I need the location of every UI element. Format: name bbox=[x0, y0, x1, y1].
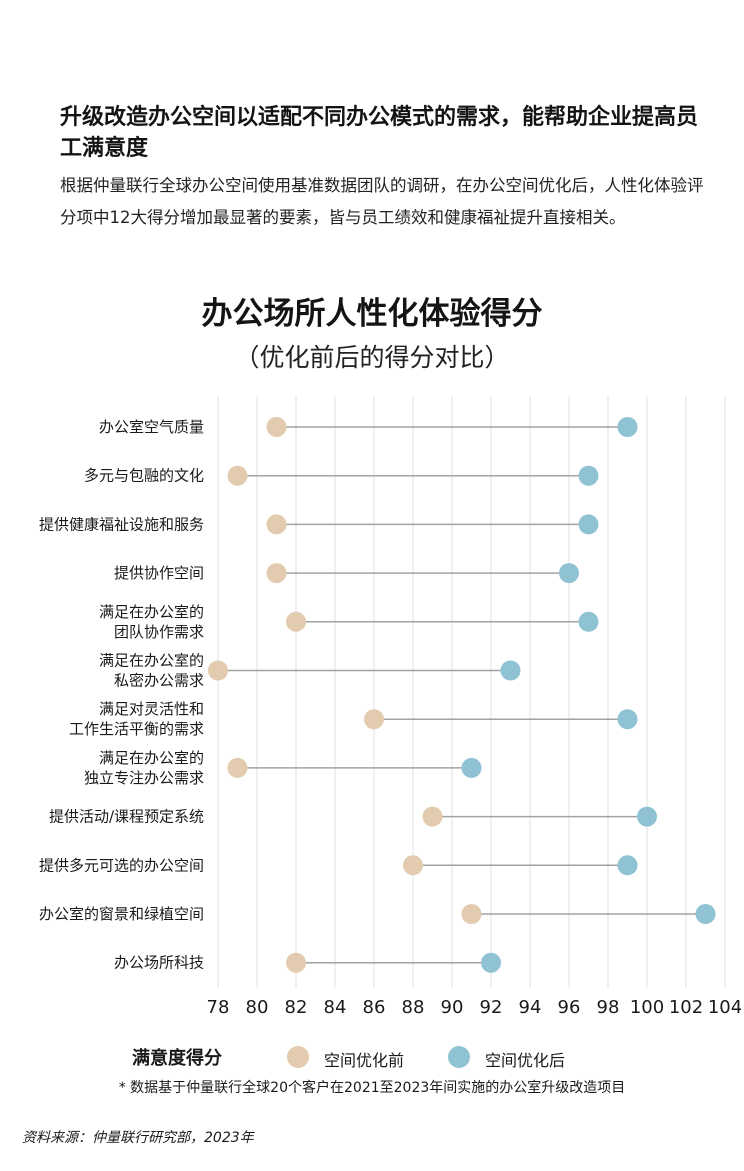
dot-before bbox=[364, 709, 384, 730]
x-tick-label: 94 bbox=[519, 997, 542, 1018]
x-tick-label: 78 bbox=[207, 997, 230, 1018]
x-tick-label: 82 bbox=[285, 997, 308, 1018]
dot-before bbox=[286, 611, 306, 632]
dot-after bbox=[461, 757, 482, 778]
dot-before bbox=[266, 417, 287, 437]
footnote: * 数据基于仲量联行全球20个客户在2021至2023年间实施的办公室升级改造项… bbox=[118, 1080, 626, 1096]
category-label: 提供健康福祉设施和服务 bbox=[39, 515, 204, 533]
chart-subtitle: （优化前后的得分对比） bbox=[234, 343, 510, 372]
dot-before bbox=[461, 904, 482, 924]
legend-label-before: 空间优化前 bbox=[324, 1051, 405, 1070]
category-label: 办公场所科技 bbox=[114, 954, 204, 972]
legend-label-after: 空间优化后 bbox=[485, 1051, 566, 1070]
intro-paragraph: 根据仲量联行全球办公空间使用基准数据团队的调研，在办公空间优化后，人性化体验评分… bbox=[60, 176, 704, 227]
dot-after bbox=[637, 806, 657, 827]
dot-after bbox=[617, 417, 638, 437]
category-label: 满足在办公室的私密办公需求 bbox=[99, 652, 204, 690]
dot-before bbox=[227, 757, 248, 778]
dot-before bbox=[208, 660, 228, 681]
dot-after bbox=[617, 855, 638, 876]
dot-after bbox=[695, 904, 716, 924]
chart-title: 办公场所人性化体验得分 bbox=[201, 296, 543, 332]
dot-before bbox=[403, 855, 423, 876]
legend: 满意度得分 空间优化前 空间优化后 bbox=[0, 1042, 744, 1072]
dot-before bbox=[422, 806, 443, 827]
dot-after bbox=[500, 660, 521, 681]
category-label-line: 团队协作需求 bbox=[114, 623, 204, 641]
source-note: 资料来源：仲量联行研究部，2023年 bbox=[22, 1130, 254, 1146]
dot-after bbox=[578, 514, 599, 535]
category-label: 提供活动/课程预定系统 bbox=[49, 808, 204, 826]
legend-swatch-after bbox=[448, 1046, 470, 1068]
category-label: 满足对灵活性和工作生活平衡的需求 bbox=[69, 700, 204, 738]
category-label-line: 独立专注办公需求 bbox=[84, 769, 204, 787]
category-label-line: 满足在办公室的 bbox=[99, 603, 204, 621]
category-label: 办公室空气质量 bbox=[99, 418, 204, 436]
x-tick-label: 80 bbox=[246, 997, 269, 1018]
legend-title: 满意度得分 bbox=[132, 1048, 222, 1069]
category-label-line: 满足对灵活性和 bbox=[99, 700, 204, 718]
dot-after bbox=[559, 563, 579, 584]
x-tick-label: 104 bbox=[708, 997, 742, 1018]
category-label: 满足在办公室的独立专注办公需求 bbox=[84, 749, 204, 787]
dot-after bbox=[617, 709, 638, 730]
category-label: 满足在办公室的团队协作需求 bbox=[99, 603, 204, 641]
x-tick-label: 96 bbox=[558, 997, 581, 1018]
category-label: 多元与包融的文化 bbox=[84, 467, 204, 485]
category-label: 提供多元可选的办公空间 bbox=[39, 856, 204, 874]
dot-after bbox=[578, 611, 599, 632]
x-tick-label: 92 bbox=[480, 997, 503, 1018]
dumbbell-chart: 78 80 82 84 86 88 90 92 94 96 98 100 102 104 办公室空气质量多元… bbox=[39, 396, 742, 1018]
x-tick-label: 98 bbox=[597, 997, 620, 1018]
dot-before bbox=[266, 563, 287, 584]
x-tick-label: 90 bbox=[441, 997, 464, 1018]
dot-before bbox=[286, 952, 306, 973]
category-label-line: 私密办公需求 bbox=[114, 672, 204, 690]
dot-before bbox=[266, 514, 287, 535]
x-tick-label: 84 bbox=[324, 997, 347, 1018]
dot-after bbox=[481, 952, 501, 973]
category-label-line: 满足在办公室的 bbox=[99, 652, 204, 670]
dot-after bbox=[578, 465, 599, 486]
x-tick-label: 100 bbox=[630, 997, 664, 1018]
category-label: 办公室的窗景和绿植空间 bbox=[39, 905, 204, 923]
dot-before bbox=[227, 465, 248, 486]
x-tick-label: 102 bbox=[669, 997, 703, 1018]
legend-swatch-before bbox=[287, 1046, 309, 1068]
category-label: 提供协作空间 bbox=[114, 564, 204, 582]
category-label-line: 工作生活平衡的需求 bbox=[69, 720, 204, 738]
x-tick-label: 86 bbox=[363, 997, 386, 1018]
x-tick-label: 88 bbox=[402, 997, 425, 1018]
category-label-line: 满足在办公室的 bbox=[99, 749, 204, 767]
headline: 升级改造办公空间以适配不同办公模式的需求，能帮助企业提高员工满意度 bbox=[60, 105, 699, 161]
